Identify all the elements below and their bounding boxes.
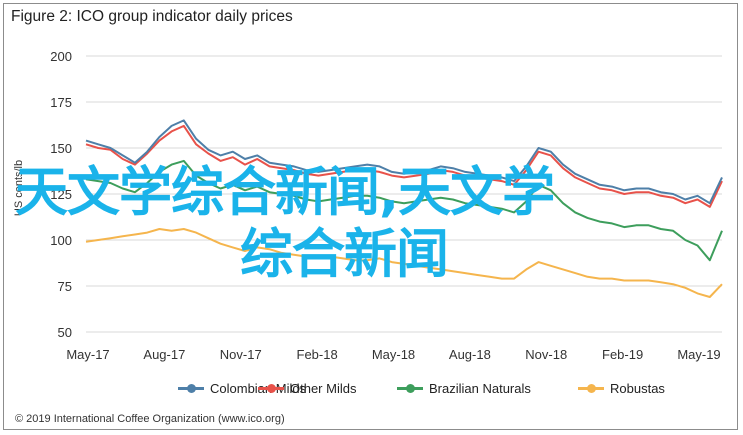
legend-swatch <box>258 384 284 393</box>
y-tick-label: 50 <box>58 325 72 340</box>
y-tick-label: 75 <box>58 279 72 294</box>
series-line-other-milds <box>85 124 723 208</box>
legend-swatch <box>578 384 604 393</box>
series-line-robustas <box>85 228 723 298</box>
x-tick-label: Nov-18 <box>525 347 567 362</box>
legend-item-robustas: Robustas <box>578 381 665 396</box>
y-tick-label: 175 <box>50 95 72 110</box>
legend-item-other-milds: Other Milds <box>258 381 356 396</box>
series-line-brazilian-naturals <box>85 159 723 262</box>
y-tick-labels: 50 75 100 125 150 175 200 <box>50 49 72 340</box>
x-tick-label: May-17 <box>66 347 109 362</box>
series-lines <box>85 119 723 298</box>
legend-label: Brazilian Naturals <box>429 381 531 396</box>
y-tick-label: 100 <box>50 233 72 248</box>
x-tick-label: May-19 <box>677 347 720 362</box>
y-tick-label: 200 <box>50 49 72 64</box>
chart-frame <box>3 3 738 430</box>
gridlines <box>86 55 722 333</box>
x-tick-label: Aug-18 <box>449 347 491 362</box>
legend: Colombian Milds Other Milds Brazilian Na… <box>0 381 743 401</box>
legend-swatch <box>397 384 423 393</box>
series-line-colombian-milds <box>85 119 723 205</box>
x-tick-labels: May-17 Aug-17 Nov-17 Feb-18 May-18 Aug-18 Nov-… <box>66 347 720 362</box>
x-tick-label: May-18 <box>372 347 415 362</box>
x-tick-label: Aug-17 <box>143 347 185 362</box>
x-tick-label: Feb-19 <box>602 347 643 362</box>
legend-label: Robustas <box>610 381 665 396</box>
x-tick-label: Feb-18 <box>297 347 338 362</box>
y-tick-label: 150 <box>50 141 72 156</box>
source-note: © 2019 International Coffee Organization… <box>15 413 285 425</box>
x-tick-label: Nov-17 <box>220 347 262 362</box>
chart-title: Figure 2: ICO group indicator daily pric… <box>11 8 293 25</box>
legend-swatch <box>178 384 204 393</box>
legend-label: Other Milds <box>290 381 357 396</box>
y-tick-label: 125 <box>50 187 72 202</box>
legend-item-brazilian-naturals: Brazilian Naturals <box>397 381 531 396</box>
